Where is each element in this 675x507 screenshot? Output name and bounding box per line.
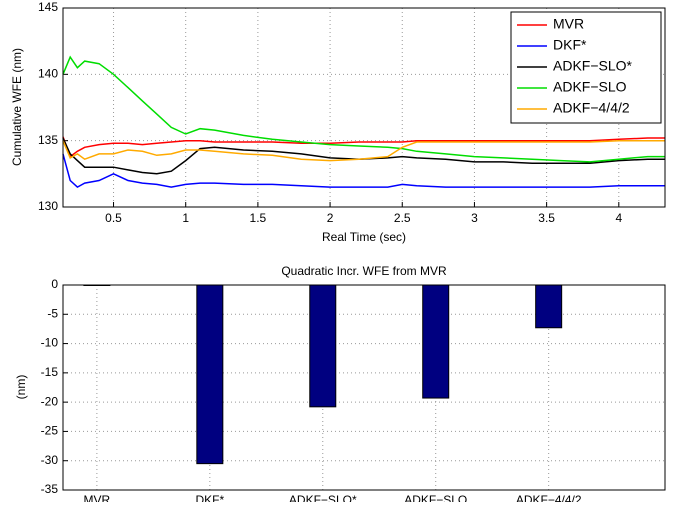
bar bbox=[535, 284, 563, 329]
legend-label: ADKF−SLO* bbox=[553, 58, 633, 74]
x-tick-label: 1 bbox=[182, 211, 189, 225]
y-tick-label: -35 bbox=[41, 482, 59, 496]
legend-label: DKF* bbox=[553, 37, 587, 53]
bar bbox=[196, 284, 224, 465]
legend-label: ADKF−4/4/2 bbox=[553, 100, 630, 116]
x-tick-label: 4 bbox=[615, 211, 622, 225]
x-tick-label: 3.5 bbox=[538, 211, 555, 225]
y-tick-label: -25 bbox=[41, 424, 59, 438]
y-tick-label: -10 bbox=[41, 336, 59, 350]
line-series bbox=[62, 139, 665, 162]
y-axis-label: (nm) bbox=[14, 375, 28, 400]
line-series bbox=[62, 55, 665, 163]
plot-frame bbox=[62, 7, 666, 208]
y-tick-label: -30 bbox=[41, 453, 59, 467]
bar bbox=[309, 284, 337, 408]
chart-title: Quadratic Incr. WFE from MVR bbox=[281, 264, 447, 278]
line-series bbox=[62, 136, 665, 158]
y-tick-label: 135 bbox=[38, 133, 58, 147]
y-tick-label: 130 bbox=[38, 199, 58, 213]
plot-frame bbox=[62, 284, 666, 491]
y-tick-label: -20 bbox=[41, 394, 59, 408]
x-tick-label: 3 bbox=[471, 211, 478, 225]
x-tick-label: 0.5 bbox=[105, 211, 122, 225]
legend-label: MVR bbox=[553, 16, 584, 32]
y-tick-label: 145 bbox=[38, 0, 58, 14]
y-tick-label: 140 bbox=[38, 67, 58, 81]
line-series bbox=[62, 153, 665, 189]
y-tick-label: 0 bbox=[51, 277, 58, 291]
x-tick-label: 2 bbox=[327, 211, 334, 225]
x-axis-label: Real Time (sec) bbox=[322, 230, 406, 244]
bar bbox=[422, 284, 450, 399]
y-tick-label: -5 bbox=[47, 306, 58, 320]
x-tick-label: DKF* bbox=[195, 493, 224, 502]
legend-label: ADKF−SLO bbox=[553, 79, 627, 95]
x-tick-label: 2.5 bbox=[394, 211, 411, 225]
y-tick-label: -15 bbox=[41, 365, 59, 379]
x-tick-label: ADKF−4/4/2 bbox=[516, 493, 582, 502]
x-tick-label: MVR bbox=[84, 493, 111, 502]
line-series bbox=[62, 137, 665, 175]
x-tick-label: ADKF−SLO bbox=[404, 493, 467, 502]
x-tick-label: ADKF−SLO* bbox=[289, 493, 357, 502]
y-axis-label: Cumulative WFE (nm) bbox=[10, 48, 24, 166]
x-tick-label: 1.5 bbox=[250, 211, 267, 225]
